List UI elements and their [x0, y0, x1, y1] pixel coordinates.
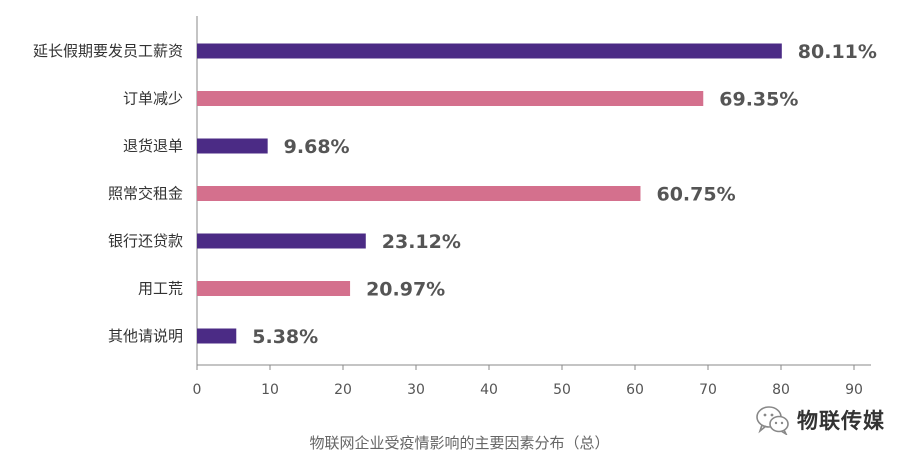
category-label: 其他请说明 [108, 327, 183, 345]
brand-name: 物联传媒 [797, 409, 885, 433]
x-tick-label: 90 [845, 382, 863, 398]
x-tick-label: 60 [626, 382, 644, 398]
category-label: 延长假期要发员工薪资 [33, 42, 183, 60]
bar [197, 328, 237, 344]
bar [197, 43, 782, 59]
x-tick-label: 20 [334, 382, 352, 398]
value-label: 20.97% [366, 279, 445, 301]
value-labels-group: 80.11% 69.35% 9.68% 60.75% 23.12% 20.97% 5.38% [252, 41, 877, 348]
value-label: 60.75% [656, 184, 735, 206]
bars-group [197, 43, 782, 344]
category-label: 用工荒 [138, 280, 183, 298]
x-tick-label: 50 [553, 382, 571, 398]
chart-caption: 物联网企业受疫情影响的主要因素分布（总） [309, 434, 610, 452]
wechat-icon [756, 406, 789, 435]
category-label: 订单减少 [123, 90, 183, 108]
category-label: 退货退单 [123, 137, 183, 155]
x-ticks-group: 0 10 20 30 40 50 60 70 80 90 [193, 365, 863, 398]
x-tick-label: 40 [480, 382, 498, 398]
value-label: 5.38% [252, 326, 318, 348]
value-label: 80.11% [798, 41, 877, 63]
bar [197, 233, 366, 249]
x-tick-label: 0 [193, 382, 202, 398]
value-label: 9.68% [284, 136, 350, 158]
x-tick-label: 10 [261, 382, 279, 398]
value-label: 69.35% [719, 89, 798, 111]
x-tick-label: 80 [772, 382, 790, 398]
bar [197, 91, 704, 106]
bar [197, 186, 641, 201]
value-label: 23.12% [382, 231, 461, 253]
x-tick-label: 30 [407, 382, 425, 398]
category-label: 照常交租金 [108, 185, 183, 203]
bar [197, 281, 351, 296]
x-tick-label: 70 [699, 382, 717, 398]
brand-watermark: 物联传媒 [755, 405, 885, 435]
bar [197, 138, 268, 154]
category-label: 银行还贷款 [108, 232, 183, 250]
